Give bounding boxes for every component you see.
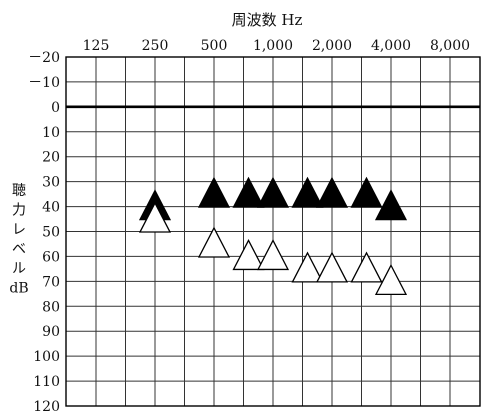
x-axis-title: 周波数 Hz	[232, 11, 303, 29]
x-tick-label: 125	[83, 38, 110, 54]
open-triangle-marker	[256, 239, 290, 271]
y-tick-labels: －20 －10 0 10 20 30 40 50 60 70 80 90 100 110 120	[28, 50, 60, 415]
y-tick-label: 50	[42, 225, 60, 241]
y-tick-label: 70	[42, 274, 60, 290]
filled-triangle-marker	[374, 189, 408, 221]
y-tick-label: 60	[42, 249, 60, 265]
y-tick-label: －10	[28, 75, 60, 91]
filled-triangle-marker	[197, 176, 231, 208]
y-tick-label: 80	[42, 299, 60, 315]
open-triangle-marker	[350, 251, 383, 283]
filled-triangle-marker	[315, 176, 349, 208]
filled-triangle-marker	[291, 176, 324, 208]
open-triangle-marker	[197, 226, 231, 258]
open-triangle-marker	[291, 251, 324, 283]
y-tick-label: 100	[33, 349, 60, 365]
x-tick-labels: 125 250 500 1,000 2,000 4,000 8,000	[83, 38, 470, 54]
x-tick-label: 4,000	[371, 38, 411, 54]
y-tick-label: 120	[33, 399, 60, 415]
open-triangle-marker	[374, 263, 408, 296]
x-tick-label: 250	[142, 38, 169, 54]
filled-triangle-marker	[350, 176, 383, 208]
y-tick-label: 90	[42, 324, 60, 340]
y-tick-label: 40	[42, 200, 60, 216]
filled-triangle-marker	[232, 176, 265, 208]
open-triangle-marker	[315, 251, 349, 283]
y-tick-label: 30	[42, 175, 60, 191]
grid	[66, 56, 480, 407]
plot-border	[65, 56, 481, 407]
open-triangle-marker	[138, 201, 172, 233]
y-tick-label: 110	[33, 374, 60, 390]
filled-triangle-marker	[256, 176, 290, 208]
x-tick-label: 500	[201, 38, 228, 54]
open-triangle-marker	[232, 239, 265, 271]
y-tick-label: －20	[28, 50, 60, 66]
y-axis-title: 聴力レベル dB	[9, 183, 28, 297]
x-tick-label: 8,000	[430, 38, 470, 54]
y-tick-label: 0	[51, 100, 60, 116]
plot-frame	[65, 56, 481, 407]
y-tick-label: 10	[42, 125, 60, 141]
y-tick-label: 20	[42, 150, 60, 166]
x-tick-label: 2,000	[312, 38, 352, 54]
data-markers	[138, 176, 408, 296]
x-tick-label: 1,000	[253, 38, 293, 54]
